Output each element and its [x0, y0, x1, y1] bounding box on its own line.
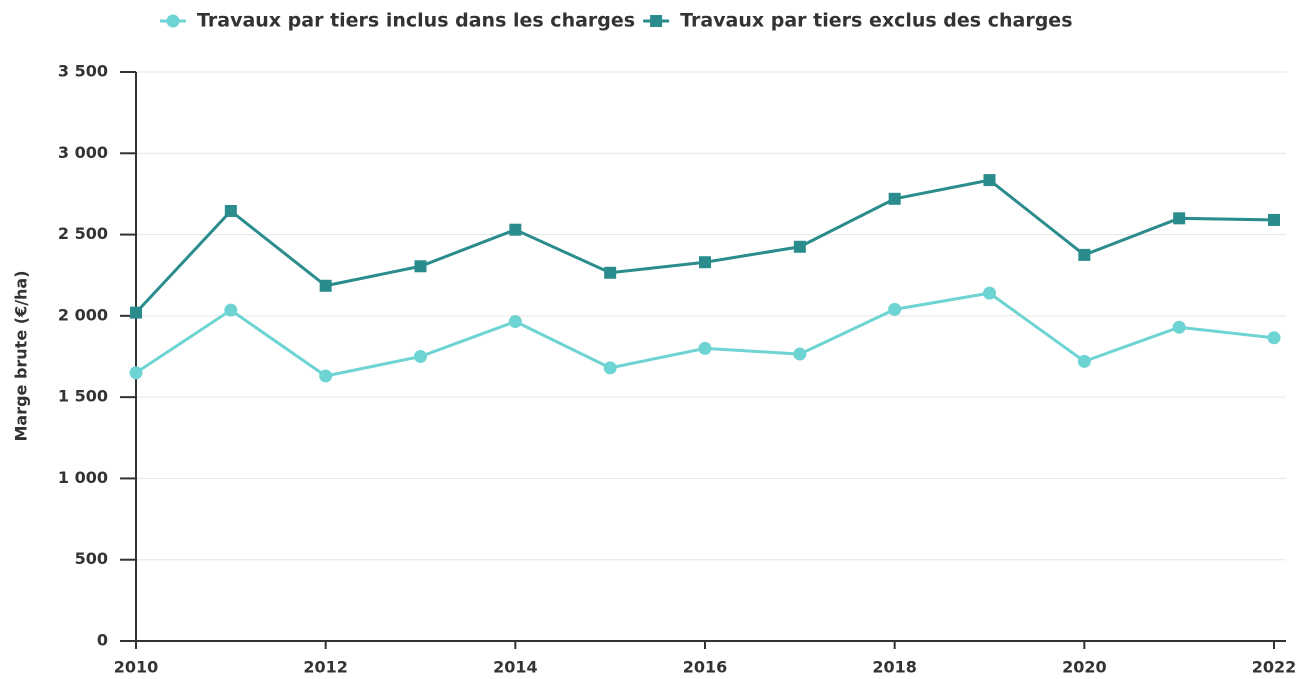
y-tick-label: 500 [75, 549, 108, 568]
point [130, 306, 142, 319]
point [888, 192, 901, 205]
point [319, 279, 332, 292]
x-tick-label: 2018 [872, 658, 917, 677]
point [224, 303, 238, 317]
point [224, 204, 237, 217]
x-tick-label: 2020 [1062, 658, 1107, 677]
x-tick-label: 2022 [1252, 658, 1297, 677]
point [319, 369, 333, 383]
series-line [134, 178, 1275, 314]
point [414, 260, 427, 273]
series-line [135, 291, 1275, 378]
y-tick-label: 0 [97, 631, 108, 650]
point [1173, 212, 1186, 225]
y-axis-label: Marge brute (€/ha) [12, 270, 31, 441]
x-tick-label: 2014 [493, 658, 538, 677]
point [509, 223, 522, 236]
point [983, 174, 996, 187]
legend-label: Travaux par tiers exclus des charges [680, 10, 1072, 32]
point [698, 341, 712, 355]
legend-marker [650, 15, 663, 27]
point [1268, 213, 1280, 226]
point [888, 302, 902, 316]
point [699, 256, 711, 269]
y-tick-label: 1 000 [58, 468, 108, 487]
point [604, 266, 617, 279]
y-tick-label: 2 000 [58, 305, 108, 324]
y-tick-label: 1 500 [58, 387, 108, 406]
legend-label: Travaux par tiers inclus dans les charge… [197, 10, 635, 32]
point [1172, 320, 1186, 334]
point [793, 240, 806, 253]
point [603, 361, 617, 375]
point [1267, 331, 1281, 345]
x-tick-label: 2012 [303, 658, 348, 677]
x-tick-label: 2016 [683, 658, 728, 677]
point [414, 350, 427, 363]
point [508, 315, 522, 329]
point [793, 347, 807, 361]
y-tick-label: 3 000 [58, 143, 108, 162]
point [129, 366, 143, 380]
x-tick-label: 2010 [114, 658, 159, 677]
point [1077, 354, 1091, 368]
y-tick-label: 2 500 [58, 224, 108, 243]
point [983, 286, 996, 300]
y-tick-label: 3 500 [58, 62, 108, 81]
point [1078, 248, 1091, 261]
legend-marker [166, 14, 180, 28]
